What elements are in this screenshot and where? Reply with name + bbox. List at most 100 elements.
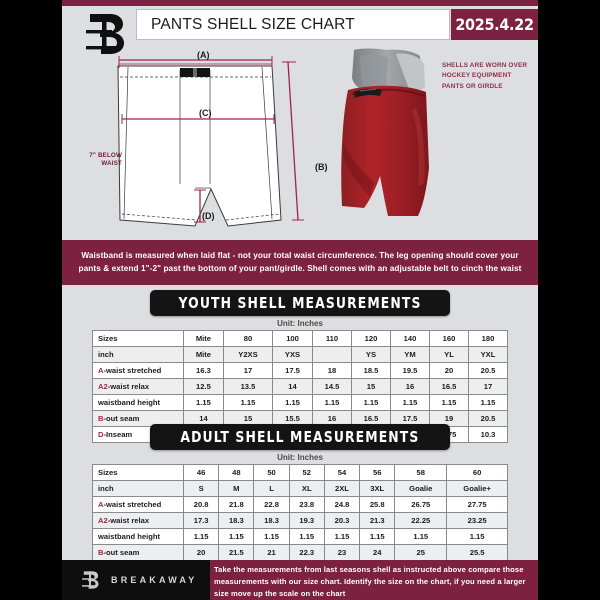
table-cell: 23.8	[288, 496, 325, 513]
row-marker: A2	[98, 516, 108, 525]
table-cell: YXS	[272, 346, 313, 363]
size-chart-sheet: PANTS SHELL SIZE CHART 2025.4.22	[62, 0, 538, 600]
table-cell: 3XL	[359, 480, 396, 497]
table-row: waistband height 1.15 1.15 1.15 1.15 1.15 1.15…	[92, 528, 508, 545]
table-cell: 17.5	[272, 362, 313, 379]
table-row: A2-waist relax 12.5 13.5 14 14.5 15 16 16.5 17	[92, 378, 509, 395]
label-d: (D)	[202, 211, 215, 221]
table-row: Sizes Mite 80 100 110 120 140 160 180	[92, 330, 509, 347]
table-cell: 24	[359, 544, 396, 561]
youth-heading: YOUTH SHELL MEASUREMENTS	[178, 294, 422, 312]
row-label: A-waist stretched	[92, 496, 184, 513]
table-cell: 24.8	[323, 496, 361, 513]
table-cell: 18	[311, 362, 352, 379]
table-cell: 27.75	[446, 496, 508, 513]
table-cell: 18.3	[218, 512, 255, 529]
table-cell: S	[182, 480, 220, 497]
table-cell: 22.8	[253, 496, 290, 513]
row-marker: A	[98, 500, 104, 509]
table-cell: 19.3	[288, 512, 325, 529]
table-cell: 20	[428, 362, 469, 379]
table-cell: YS	[350, 346, 391, 363]
below-waist-note: 7" BELOW WAIST	[89, 152, 122, 168]
table-cell: 16.5	[350, 410, 391, 427]
date-text: 2025.4.22	[455, 15, 534, 34]
table-cell: Mite	[183, 330, 224, 347]
header-bar: PANTS SHELL SIZE CHART 2025.4.22	[62, 6, 538, 54]
table-cell: 50	[253, 464, 290, 481]
table-cell: 54	[323, 464, 361, 481]
table-cell: 52	[288, 464, 325, 481]
table-cell: 1.15	[222, 394, 274, 411]
table-cell: 13.5	[222, 378, 274, 395]
adult-unit-label: Unit: Inches	[277, 453, 323, 462]
table-cell: 15	[350, 378, 391, 395]
table-cell: 25	[394, 544, 448, 561]
table-cell: 17.3	[182, 512, 220, 529]
row-label: inch	[92, 346, 184, 363]
table-cell: 19.5	[389, 362, 430, 379]
table-cell: 2XL	[323, 480, 361, 497]
table-cell: Goalie+	[446, 480, 508, 497]
table-row: B-out seam 20 21.5 21 22.3 23 24 25 25.5	[92, 544, 508, 561]
table-cell: 80	[222, 330, 274, 347]
table-row: B-out seam 14 15 15.5 16 16.5 17.5 19 20.5	[92, 410, 509, 427]
table-cell: 1.15	[359, 528, 396, 545]
table-row: A-waist stretched 20.8 21.8 22.8 23.8 24.8 25.…	[92, 496, 508, 513]
table-cell: 23	[323, 544, 361, 561]
chart-title-box: PANTS SHELL SIZE CHART	[136, 9, 450, 40]
table-cell: 17	[222, 362, 274, 379]
table-cell: 56	[359, 464, 396, 481]
row-label: B-out seam	[92, 544, 184, 561]
row-marker: A2	[98, 382, 108, 391]
table-cell: 15.5	[272, 410, 313, 427]
row-marker: B	[98, 414, 104, 423]
table-cell: L	[253, 480, 290, 497]
table-cell	[311, 346, 352, 363]
table-cell: 16.3	[183, 362, 224, 379]
table-cell: 25.5	[446, 544, 508, 561]
table-cell: 46	[182, 464, 220, 481]
row-marker: D	[98, 430, 104, 439]
table-cell: 21.3	[359, 512, 396, 529]
table-cell: 14	[183, 410, 224, 427]
row-marker: B	[98, 548, 104, 557]
table-cell: 12.5	[183, 378, 224, 395]
row-label: A-waist stretched	[92, 362, 184, 379]
table-cell: 1.15	[389, 394, 430, 411]
table-row: inch Mite Y2XS YXS YS YM YL YXL	[92, 346, 509, 363]
label-b: (B)	[315, 162, 328, 172]
table-cell: 110	[311, 330, 352, 347]
table-row: Sizes 46 48 50 52 54 56 58 60	[92, 464, 508, 481]
table-cell: 16	[389, 378, 430, 395]
table-cell: 21	[253, 544, 290, 561]
table-cell: 1.15	[428, 394, 469, 411]
table-cell: 48	[218, 464, 255, 481]
row-label: B-out seam	[92, 410, 184, 427]
row-marker: A	[98, 366, 104, 375]
table-cell: 1.15	[183, 394, 224, 411]
table-cell: 1.15	[253, 528, 290, 545]
table-cell: 1.15	[394, 528, 448, 545]
adult-heading: ADULT SHELL MEASUREMENTS	[180, 428, 420, 446]
table-cell: 160	[428, 330, 469, 347]
table-cell: YXL	[467, 346, 509, 363]
footer-brand-name: BREAKAWAY	[111, 575, 198, 585]
row-label: Sizes	[92, 464, 184, 481]
table-cell: 17	[467, 378, 509, 395]
label-c: (C)	[199, 108, 212, 118]
table-cell: 58	[394, 464, 448, 481]
table-cell: 180	[467, 330, 509, 347]
table-cell: 25.8	[359, 496, 396, 513]
table-cell: 14.5	[311, 378, 352, 395]
table-cell: YL	[428, 346, 469, 363]
photo-note: SHELLS ARE WORN OVER HOCKEY EQUIPMENT PA…	[442, 62, 528, 90]
table-cell: Mite	[183, 346, 224, 363]
row-label: A2-waist relax	[92, 512, 184, 529]
table-row: A2-waist relax 17.3 18.3 18.3 19.3 20.3 21.3 22…	[92, 512, 508, 529]
table-cell: 60	[446, 464, 508, 481]
row-label: Sizes	[92, 330, 184, 347]
pants-shell-line-drawing	[117, 56, 304, 227]
adult-section-header: ADULT SHELL MEASUREMENTS	[150, 424, 450, 450]
